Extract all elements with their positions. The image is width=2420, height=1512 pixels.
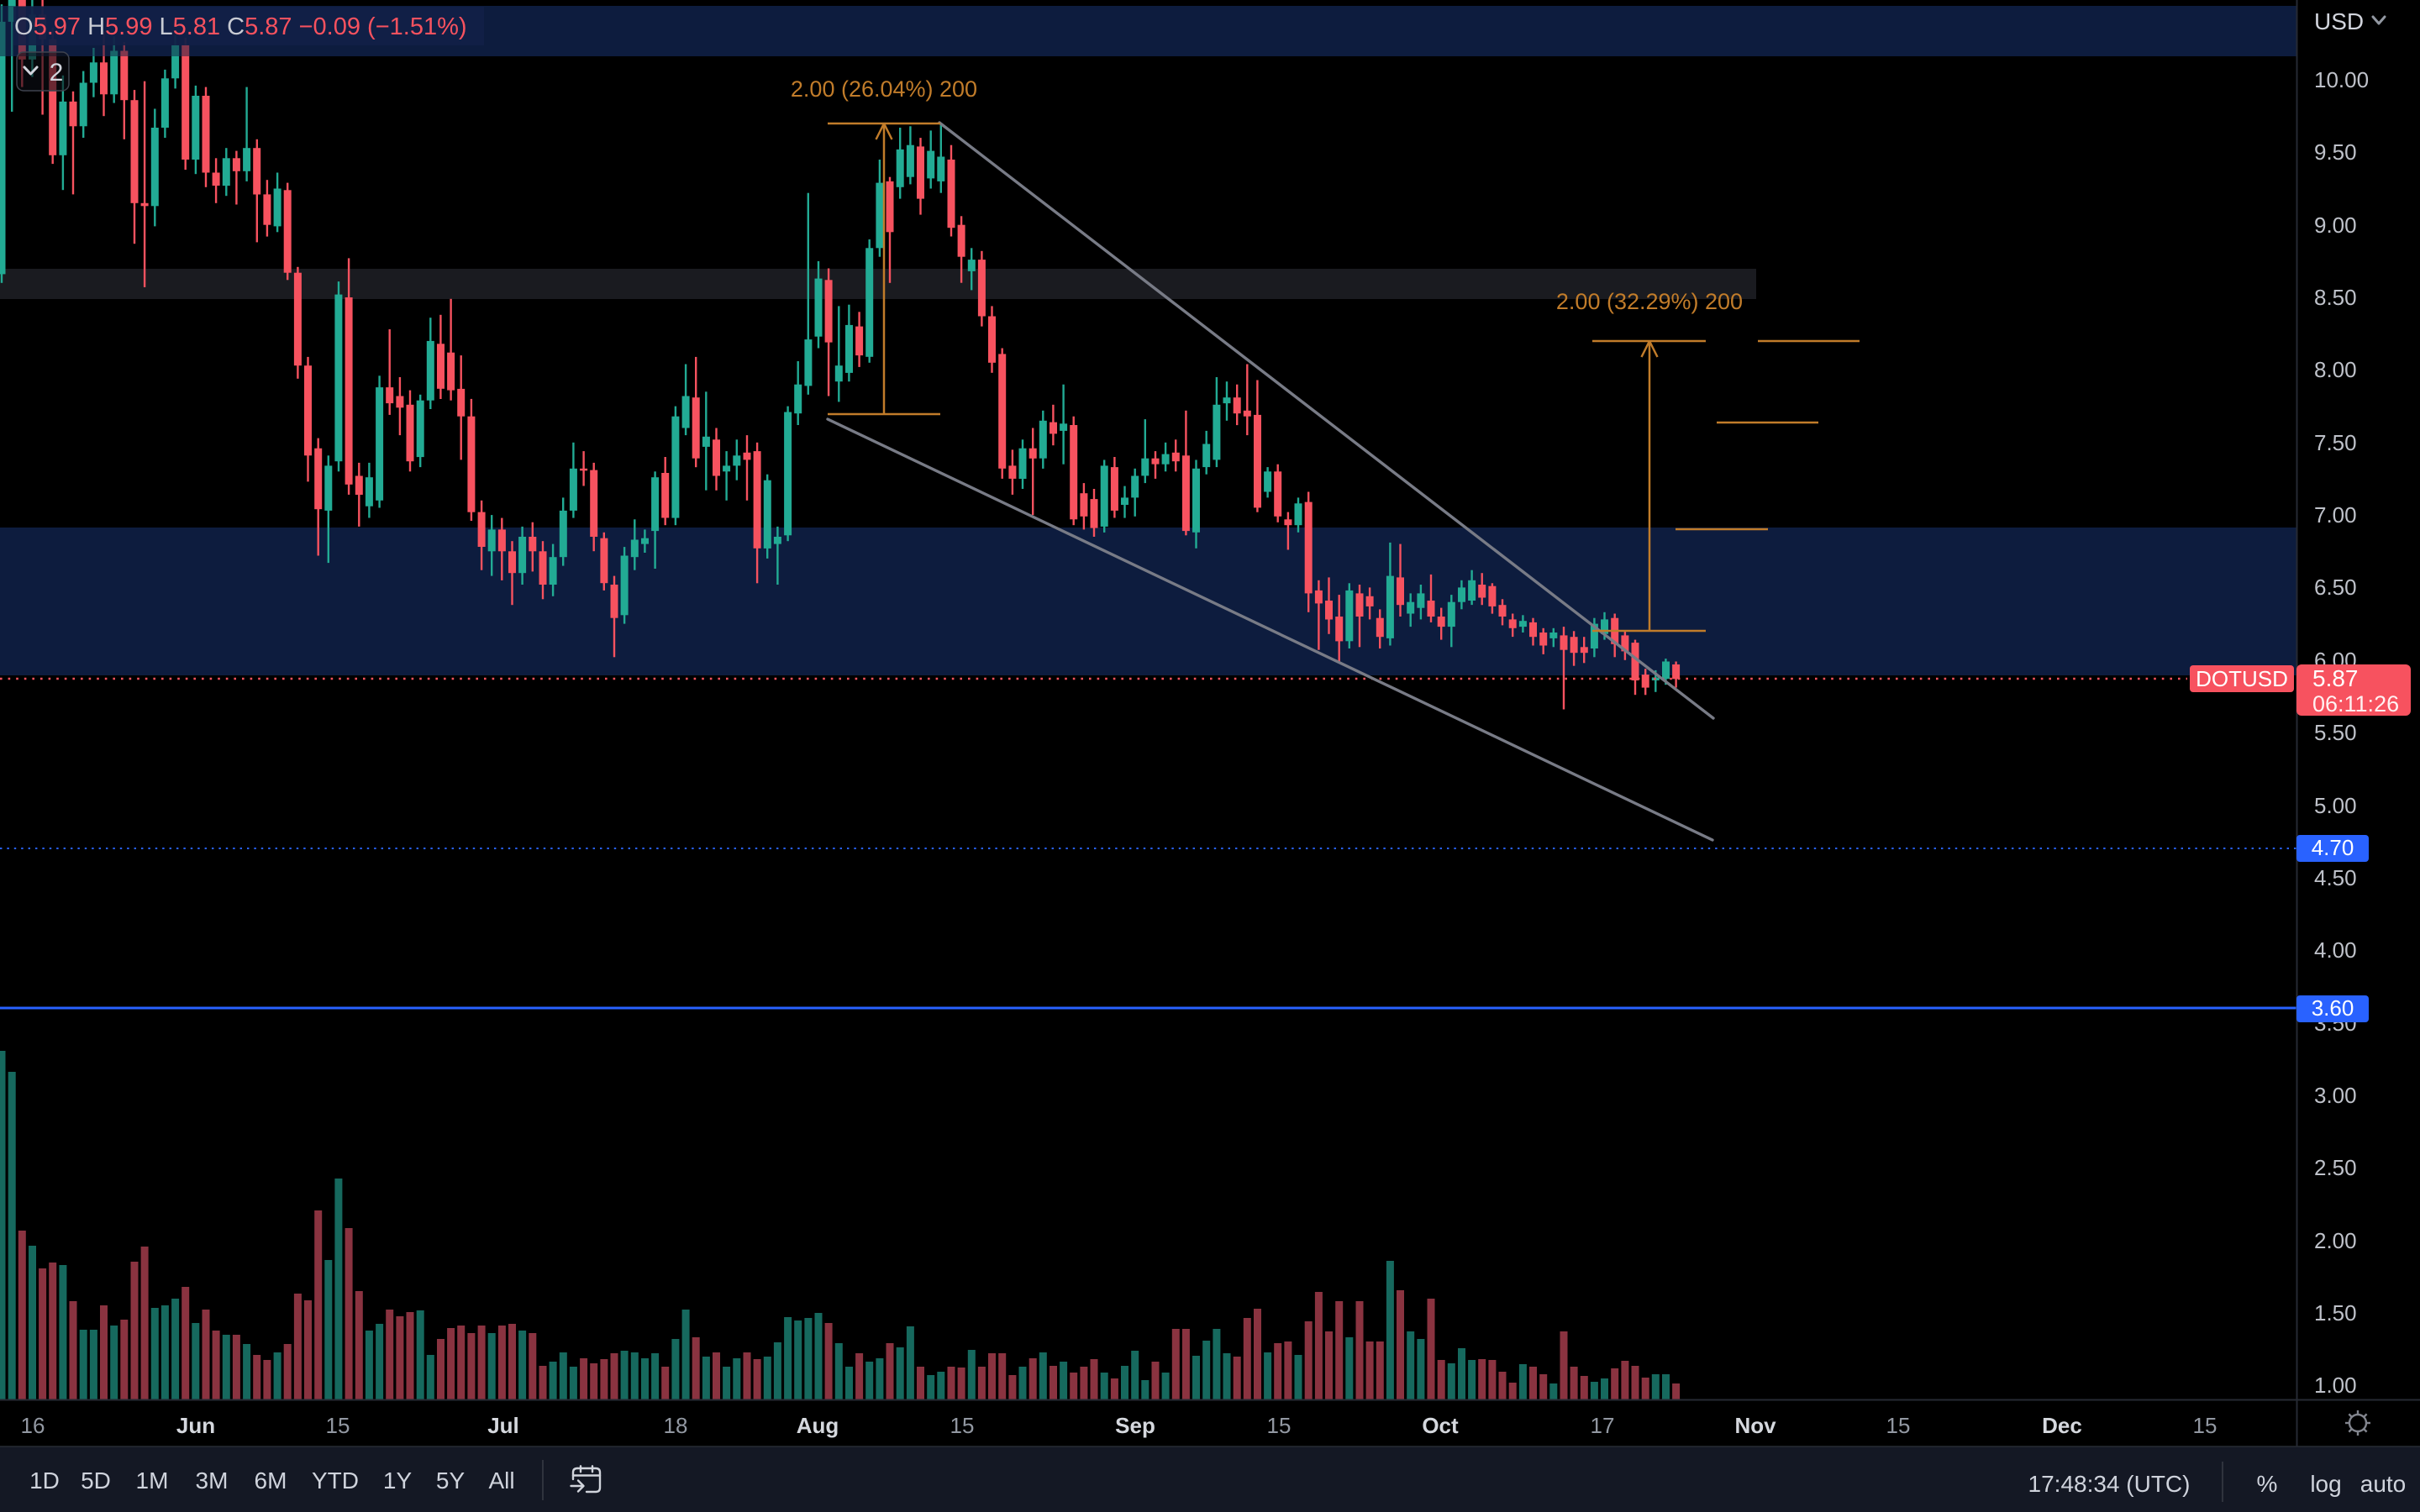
svg-text:6M: 6M (255, 1467, 287, 1494)
svg-text:4.50: 4.50 (2314, 865, 2357, 890)
svg-text:1Y: 1Y (383, 1467, 413, 1494)
svg-text:2.00 (26.04%) 200: 2.00 (26.04%) 200 (791, 76, 977, 102)
svg-text:2: 2 (50, 59, 64, 87)
svg-text:18: 18 (664, 1413, 688, 1438)
svg-text:9.00: 9.00 (2314, 213, 2357, 238)
svg-text:Aug: Aug (797, 1413, 839, 1438)
svg-text:Sep: Sep (1115, 1413, 1155, 1438)
svg-text:15: 15 (2193, 1413, 2217, 1438)
svg-text:4.00: 4.00 (2314, 937, 2357, 963)
svg-text:5.87: 5.87 (2312, 665, 2359, 691)
svg-text:Jun: Jun (176, 1413, 215, 1438)
svg-text:7.00: 7.00 (2314, 502, 2357, 528)
svg-text:Nov: Nov (1734, 1413, 1776, 1438)
svg-text:2.00 (32.29%) 200: 2.00 (32.29%) 200 (1556, 289, 1743, 314)
svg-text:15: 15 (950, 1413, 975, 1438)
svg-text:9.50: 9.50 (2314, 139, 2357, 165)
svg-text:15: 15 (1267, 1413, 1292, 1438)
svg-text:1M: 1M (136, 1467, 169, 1494)
svg-text:log: log (2310, 1471, 2341, 1497)
svg-text:3.60: 3.60 (2312, 995, 2354, 1021)
svg-text:10.00: 10.00 (2314, 67, 2369, 92)
svg-text:5Y: 5Y (436, 1467, 466, 1494)
svg-text:1.00: 1.00 (2314, 1373, 2357, 1398)
svg-text:4.70: 4.70 (2312, 835, 2354, 860)
svg-text:DOTUSD: DOTUSD (2196, 666, 2288, 691)
svg-text:16: 16 (21, 1413, 45, 1438)
svg-text:8.00: 8.00 (2314, 357, 2357, 382)
svg-text:5D: 5D (81, 1467, 111, 1494)
svg-text:Jul: Jul (487, 1413, 519, 1438)
svg-text:17:48:34 (UTC): 17:48:34 (UTC) (2028, 1471, 2191, 1497)
svg-text:3M: 3M (196, 1467, 229, 1494)
svg-text:3.00: 3.00 (2314, 1083, 2357, 1108)
svg-text:2.50: 2.50 (2314, 1155, 2357, 1180)
svg-text:%: % (2257, 1471, 2278, 1497)
svg-text:06:11:26: 06:11:26 (2312, 691, 2399, 717)
svg-text:Oct: Oct (1422, 1413, 1459, 1438)
svg-text:15: 15 (326, 1413, 350, 1438)
svg-text:15: 15 (1886, 1413, 1911, 1438)
svg-text:USD: USD (2314, 8, 2364, 34)
svg-text:2.00: 2.00 (2314, 1228, 2357, 1253)
svg-text:O5.97 H5.99 L5.81 C5.87 −0.09: O5.97 H5.99 L5.81 C5.87 −0.09 (−1.51%) (14, 13, 467, 40)
svg-text:YTD: YTD (312, 1467, 359, 1494)
svg-text:auto: auto (2360, 1471, 2407, 1497)
svg-text:5.50: 5.50 (2314, 720, 2357, 745)
svg-text:17: 17 (1591, 1413, 1615, 1438)
svg-text:1.50: 1.50 (2314, 1300, 2357, 1326)
svg-text:6.50: 6.50 (2314, 575, 2357, 600)
svg-text:8.50: 8.50 (2314, 285, 2357, 310)
svg-text:Dec: Dec (2042, 1413, 2082, 1438)
svg-text:All: All (488, 1467, 514, 1494)
svg-text:7.50: 7.50 (2314, 430, 2357, 455)
svg-text:5.00: 5.00 (2314, 793, 2357, 818)
svg-text:1D: 1D (29, 1467, 60, 1494)
